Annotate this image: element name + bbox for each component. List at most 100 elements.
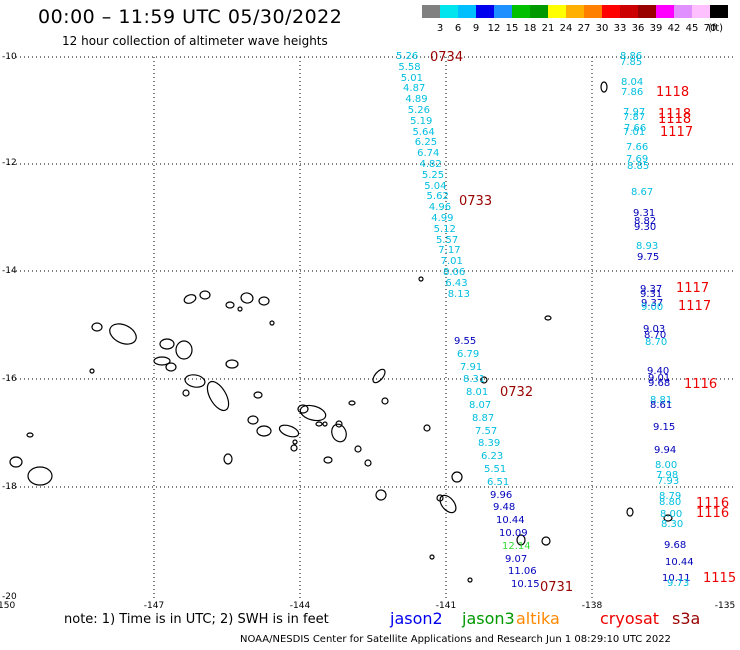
wave-height-label: 8.70 — [644, 330, 667, 341]
wave-height-label: 5.19 — [410, 115, 433, 127]
wave-height-label: 7.91 — [460, 361, 483, 373]
wave-height-label: 5.26 — [396, 51, 419, 62]
legend-unit: (ft) — [708, 23, 724, 34]
wave-height-label: 8.39 — [478, 438, 501, 450]
legend-swatch — [422, 5, 440, 18]
wave-height-label: 9.03 — [643, 324, 666, 335]
legend-label: 18 — [523, 23, 537, 34]
legend-swatch — [692, 5, 710, 18]
time-marker: 0733 — [459, 194, 493, 209]
time-marker: 1118 — [656, 85, 690, 100]
lon-tick-label: -138 — [581, 601, 603, 611]
island-outline — [159, 338, 175, 350]
lat-tick-label: -18 — [2, 482, 17, 492]
island-outline — [299, 404, 327, 422]
wave-height-label: 8.06 — [443, 267, 466, 278]
wave-height-label: 9.07 — [505, 553, 528, 565]
island-outline — [206, 380, 230, 412]
wave-height-label: 9.94 — [654, 445, 677, 456]
wave-height-label: 7.57 — [475, 425, 498, 437]
island-outline — [348, 400, 356, 406]
legend-label: 45 — [685, 23, 699, 34]
wave-height-label: 9.68 — [648, 378, 671, 389]
island-outline — [278, 424, 300, 438]
island-outline — [429, 554, 435, 560]
wave-height-label: 8.87 — [472, 412, 495, 424]
wave-height-label: 7.87 — [623, 112, 646, 123]
wave-height-label: 4.82 — [419, 159, 442, 170]
island-outline — [372, 368, 386, 384]
island-outline — [323, 456, 333, 464]
island-outline — [663, 514, 673, 522]
island-outline — [247, 415, 259, 425]
legend-label: 6 — [454, 23, 462, 34]
wave-height-label: 12.14 — [502, 540, 531, 552]
wave-height-label: 10.44 — [665, 557, 694, 568]
wave-height-label: 5.25 — [421, 169, 445, 181]
time-marker: 1116 — [696, 496, 730, 511]
wave-height-label: 5.12 — [433, 223, 456, 235]
wave-height-label: 7.01 — [623, 127, 646, 138]
island-outline — [541, 536, 551, 546]
lat-tick-label: -16 — [2, 374, 17, 384]
wave-height-label: 8.82 — [634, 216, 657, 227]
wave-height-label: 7.69 — [626, 154, 649, 165]
lon-tick-label: -144 — [289, 601, 311, 611]
wave-height-label: 7.85 — [620, 57, 643, 68]
wave-height-label: 8.81 — [650, 395, 673, 406]
wave-height-label: 9.55 — [454, 336, 477, 347]
wave-height-label: 7.97 — [623, 107, 646, 118]
wave-height-label: 8.13 — [447, 288, 470, 300]
lon-tick-label: -135 — [714, 601, 736, 611]
footnote: note: 1) Time is in UTC; 2) SWH is in fe… — [64, 612, 329, 627]
legend-swatch — [710, 5, 728, 18]
legend-swatch — [458, 5, 476, 18]
legend-swatch — [566, 5, 584, 18]
island-outline — [354, 445, 362, 453]
time-marker: 1118 — [658, 107, 692, 122]
wave-height-label: 9.15 — [653, 422, 676, 433]
island-outline — [364, 459, 372, 467]
wave-height-label: 10.09 — [499, 528, 528, 539]
wave-height-label: 4.87 — [403, 83, 426, 95]
wave-height-label: 7.66 — [624, 123, 647, 134]
island-outline — [199, 290, 211, 300]
island-outline — [27, 466, 53, 486]
wave-height-label: 5.57 — [435, 234, 459, 246]
lon-tick-label: -150 — [0, 601, 16, 611]
wave-height-label: 6.23 — [481, 451, 504, 463]
wave-height-label: 9.30 — [634, 222, 657, 233]
wave-height-label: 8.30 — [661, 519, 684, 530]
legend-label: 27 — [577, 23, 591, 34]
wave-height-label: 7.66 — [626, 142, 649, 153]
wave-height-label: 8.00 — [660, 509, 683, 520]
legend-label: 39 — [649, 23, 663, 34]
legend-label: 15 — [505, 23, 519, 34]
legend-label: 12 — [487, 23, 501, 34]
time-marker: 0731 — [540, 580, 574, 595]
island-outline — [331, 423, 347, 443]
legend-swatch — [602, 5, 620, 18]
satellite-s3a: s3a — [672, 609, 701, 628]
island-outline — [91, 322, 103, 332]
island-outline — [258, 296, 270, 306]
lat-tick-label: -10 — [2, 52, 17, 62]
time-marker: 0732 — [500, 385, 534, 400]
legend-swatch — [512, 5, 530, 18]
time-marker: 1116 — [684, 377, 718, 392]
wave-height-label: 9.68 — [664, 540, 687, 551]
island-outline — [9, 456, 23, 468]
legend-swatch — [638, 5, 656, 18]
wave-height-label: 8.80 — [659, 497, 682, 508]
island-outline — [480, 376, 488, 384]
wave-height-label: 5.58 — [398, 61, 421, 73]
legend-swatch — [656, 5, 674, 18]
map-title: 00:00 – 11:59 UTC 05/30/2022 — [38, 6, 343, 28]
wave-height-label: 9.48 — [493, 502, 516, 514]
legend-label: 70 — [703, 23, 717, 34]
wave-height-label: 5.04 — [424, 180, 447, 192]
island-outline — [451, 471, 463, 483]
credit-line: NOAA/NESDIS Center for Satellite Applica… — [240, 634, 671, 645]
island-outline — [240, 292, 254, 304]
wave-height-label: 7.93 — [657, 476, 680, 487]
